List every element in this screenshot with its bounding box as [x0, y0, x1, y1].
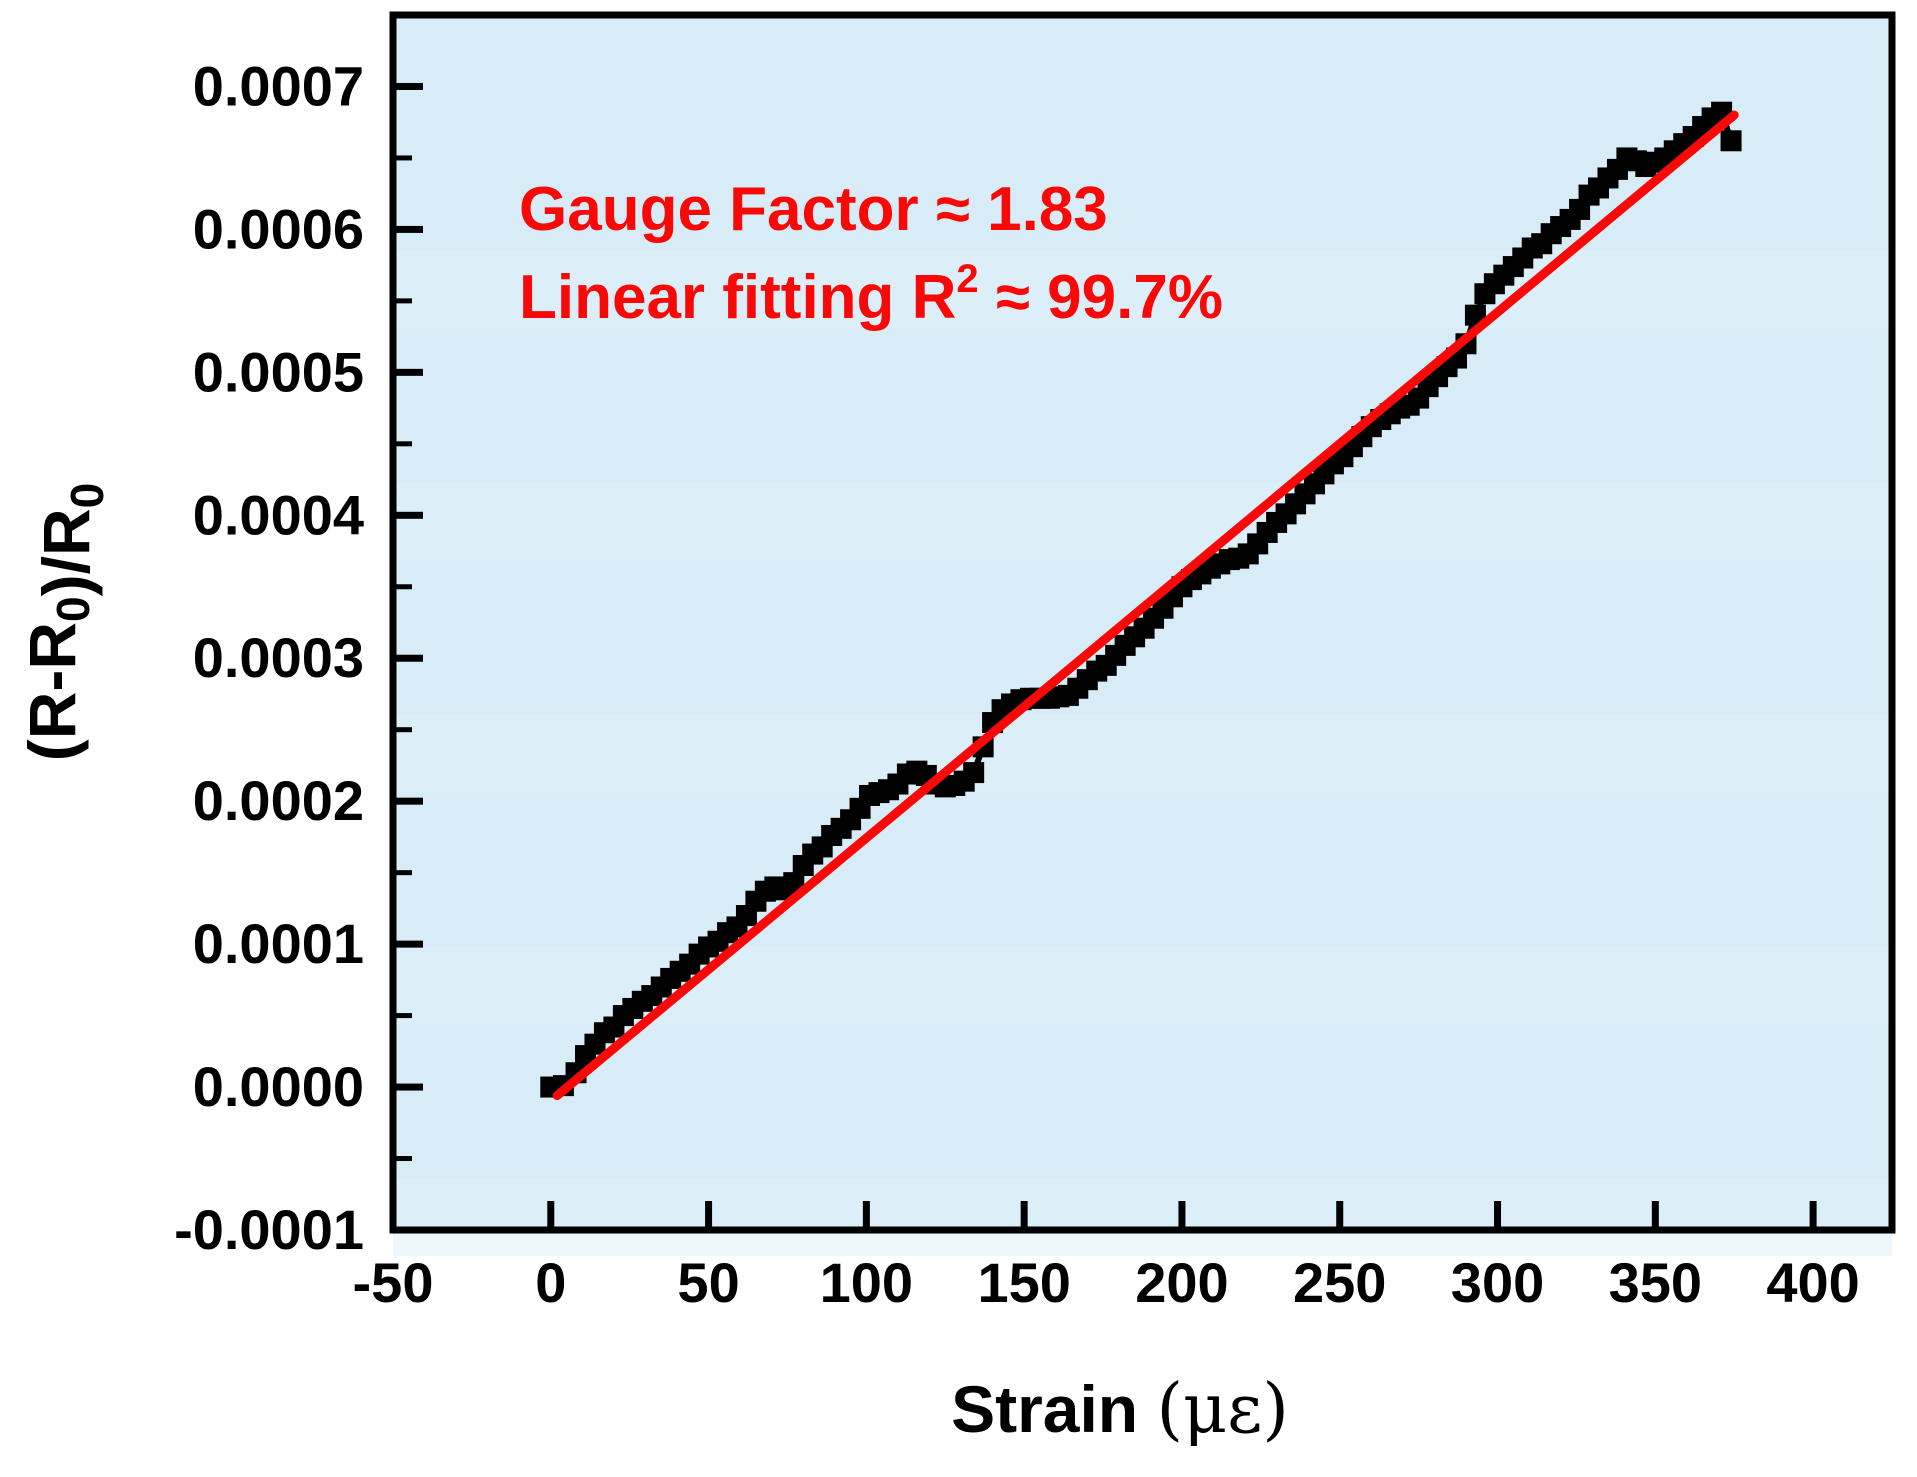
y-axis-title-sub: 0 [61, 483, 113, 509]
y-tick-label: 0.0006 [193, 197, 364, 260]
x-tick-label: 350 [1609, 1251, 1702, 1314]
x-axis-title-word: Strain [951, 1372, 1156, 1446]
x-major-tick [1651, 1201, 1659, 1227]
r2-prefix: Linear fitting R [519, 263, 956, 332]
y-axis-title: (R-R0)/R0 [15, 483, 113, 761]
y-minor-tick [396, 727, 412, 733]
y-major-tick [396, 511, 423, 519]
y-major-tick [396, 940, 423, 948]
y-tick-label: 0.0000 [193, 1055, 364, 1118]
y-major-tick [396, 1083, 423, 1091]
x-tick-label: 0 [535, 1251, 566, 1314]
x-major-tick [1178, 1201, 1186, 1227]
background-band [393, 1178, 1892, 1256]
y-minor-tick [396, 870, 412, 876]
x-tick-label: 300 [1451, 1251, 1544, 1314]
y-axis-tick-labels: -0.0001 0.0000 0.0001 0.0002 0.0003 0.0004 0.0… [174, 54, 364, 1261]
x-axis-title: Strain (με) [951, 1370, 1289, 1449]
plot-frame [389, 11, 1896, 1234]
y-tick-label: 0.0001 [193, 912, 364, 975]
y-axis-title-sub: 0 [47, 596, 99, 622]
data-point-marker [1720, 130, 1742, 152]
x-major-tick [862, 1201, 870, 1227]
background-band [393, 482, 1892, 560]
x-major-tick [1336, 1201, 1344, 1227]
y-minor-tick [396, 441, 412, 447]
data-point-marker [783, 872, 805, 894]
x-tick-label: 200 [1135, 1251, 1228, 1314]
x-major-tick [1020, 1201, 1028, 1227]
data-point-marker [963, 762, 985, 784]
y-tick-label: 0.0007 [193, 54, 364, 117]
x-major-tick [1809, 1201, 1817, 1227]
y-major-tick [396, 654, 423, 662]
y-tick-label: 0.0003 [193, 626, 364, 689]
x-major-tick [705, 1201, 713, 1227]
y-axis-title-part: (R-R [15, 622, 89, 761]
y-major-tick [396, 82, 423, 90]
x-tick-label: 400 [1766, 1251, 1859, 1314]
y-minor-tick [396, 298, 412, 304]
y-major-tick [396, 225, 423, 233]
fit-line [552, 110, 1739, 1101]
y-axis-title-part: )/R [29, 508, 103, 596]
x-tick-label: 250 [1293, 1251, 1386, 1314]
x-tick-label: 50 [677, 1251, 739, 1314]
x-tick-label: 100 [820, 1251, 913, 1314]
x-tick-label: -50 [353, 1251, 434, 1314]
r2-suffix: ≈ 99.7% [979, 263, 1223, 332]
r2-superscript: 2 [956, 257, 978, 301]
x-tick-label: 150 [977, 1251, 1070, 1314]
x-major-tick [1494, 1201, 1502, 1227]
y-major-tick [396, 368, 423, 376]
y-tick-label: 0.0005 [193, 340, 364, 403]
y-minor-tick [396, 1156, 412, 1162]
y-minor-tick [396, 584, 412, 590]
gauge-factor-text: Gauge Factor ≈ 1.83 [519, 175, 1108, 244]
background-band [393, 250, 1892, 328]
background-band [393, 714, 1892, 792]
y-tick-label: -0.0001 [174, 1198, 364, 1261]
y-major-tick [396, 797, 423, 805]
x-axis-tick-labels: -50 0 50 100 150 200 250 300 350 400 [353, 1251, 1860, 1314]
x-major-tick [547, 1201, 555, 1227]
axis-ticks [396, 82, 1817, 1227]
y-minor-tick [396, 1013, 412, 1019]
y-tick-label: 0.0004 [193, 483, 364, 546]
x-axis-title-unit: (με) [1156, 1370, 1288, 1449]
y-minor-tick [396, 155, 412, 161]
r-squared-text: Linear fitting R2 ≈ 99.7% [519, 257, 1223, 332]
fit-annotation: Gauge Factor ≈ 1.83 Linear fitting R2 ≈ … [519, 175, 1223, 332]
data-series-layer [540, 101, 1742, 1101]
y-tick-label: 0.0002 [193, 769, 364, 832]
